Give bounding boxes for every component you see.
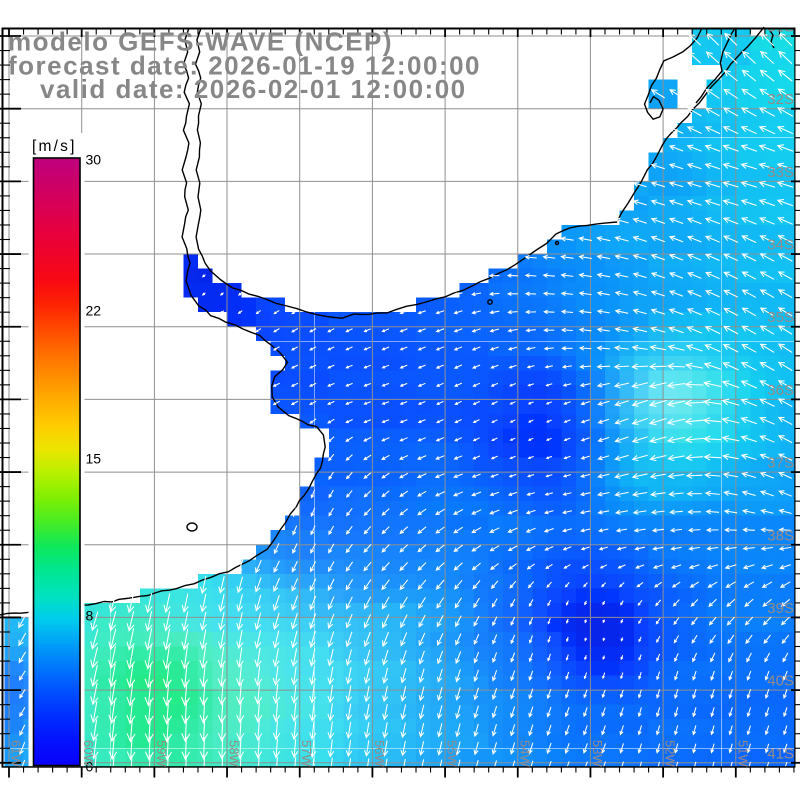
svg-text:[m/s]: [m/s] [32, 138, 77, 155]
svg-text:35S: 35S [767, 309, 794, 326]
svg-text:57W: 57W [299, 740, 314, 767]
svg-text:31S: 31S [767, 19, 794, 36]
svg-text:37S: 37S [767, 455, 794, 472]
svg-text:22: 22 [86, 303, 102, 319]
svg-text:32S: 32S [767, 91, 794, 108]
svg-text:15: 15 [86, 451, 102, 467]
svg-text:40S: 40S [767, 673, 794, 690]
svg-text:60W: 60W [81, 740, 96, 767]
svg-text:52W: 52W [663, 740, 678, 767]
svg-text:58W: 58W [227, 740, 242, 767]
svg-text:valid date: 2026-02-01 12:00:0: valid date: 2026-02-01 12:00:00 [40, 74, 467, 104]
svg-text:55W: 55W [445, 740, 460, 767]
svg-text:56W: 56W [372, 740, 387, 767]
svg-text:33S: 33S [767, 164, 794, 181]
svg-text:8: 8 [86, 608, 94, 624]
svg-text:39S: 39S [767, 600, 794, 617]
svg-text:38S: 38S [767, 527, 794, 544]
svg-text:forecast date: 2026-01-19 12:0: forecast date: 2026-01-19 12:00:00 [8, 50, 481, 80]
svg-text:36S: 36S [767, 382, 794, 399]
svg-text:41S: 41S [767, 745, 794, 762]
svg-text:30: 30 [86, 152, 102, 168]
svg-text:34S: 34S [767, 237, 794, 254]
svg-text:modelo GEFS-WAVE (NCEP): modelo GEFS-WAVE (NCEP) [8, 27, 393, 57]
svg-text:54W: 54W [517, 740, 532, 767]
svg-text:51W: 51W [735, 740, 750, 767]
svg-text:53W: 53W [590, 740, 605, 767]
svg-text:61W: 61W [9, 740, 24, 767]
svg-text:59W: 59W [154, 740, 169, 767]
